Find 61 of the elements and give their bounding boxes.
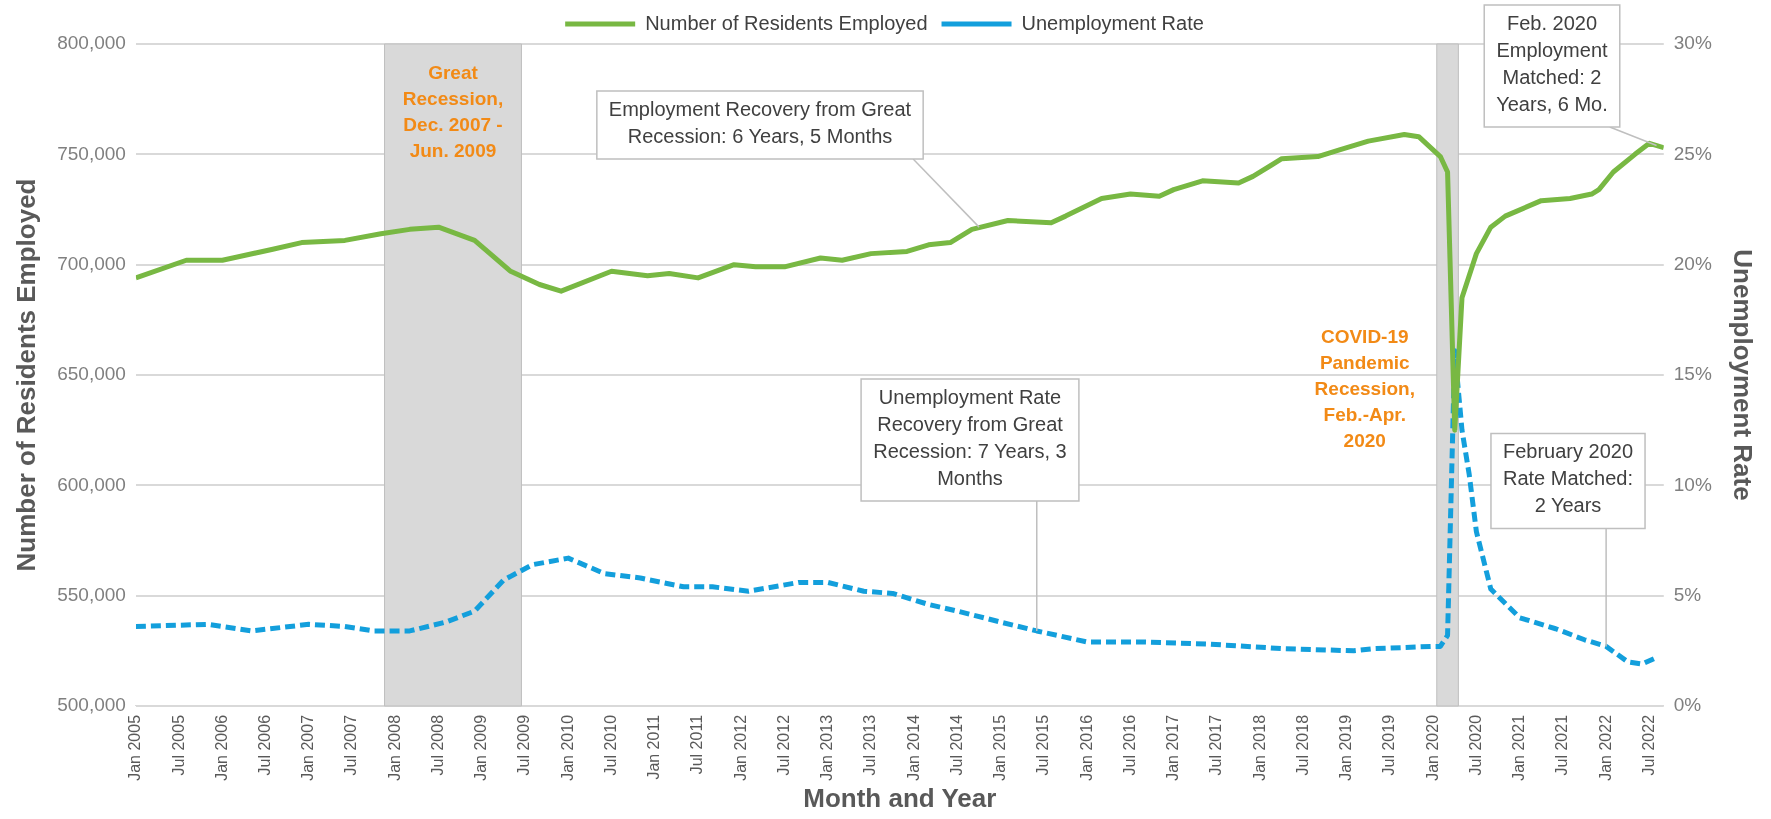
y2-tick-label: 15%: [1673, 363, 1712, 385]
x-tick-label: Jan 2022: [1596, 714, 1614, 781]
x-tick-label: Jan 2015: [991, 714, 1009, 781]
x-tick-label: Jan 2008: [385, 714, 403, 781]
x-tick-label: Jul 2006: [256, 714, 274, 776]
y2-tick-label: 0%: [1673, 694, 1702, 716]
x-tick-label: Jul 2007: [342, 714, 360, 776]
x-tick-label: Jul 2019: [1380, 714, 1398, 776]
x-tick-label: Jul 2011: [688, 714, 706, 775]
x-tick-label: Jul 2016: [1120, 714, 1138, 776]
y-tick-label: 700,000: [57, 252, 126, 274]
x-tick-label: Jan 2006: [212, 714, 230, 781]
x-tick-label: Jul 2009: [515, 714, 533, 776]
legend-label: Number of Residents Employed: [645, 11, 928, 34]
x-tick-label: Jan 2016: [1077, 714, 1095, 781]
x-tick-label: Jul 2012: [774, 714, 792, 776]
x-tick-label: Jan 2014: [904, 714, 922, 781]
y-tick-label: 550,000: [57, 583, 126, 605]
x-tick-label: Jul 2005: [169, 714, 187, 776]
x-tick-label: Jul 2018: [1293, 714, 1311, 776]
y-tick-label: 600,000: [57, 473, 126, 495]
y-tick-label: 800,000: [57, 32, 126, 54]
x-tick-label: Jul 2015: [1034, 714, 1052, 776]
y2-tick-label: 10%: [1673, 473, 1712, 495]
annotation: Feb. 2020 Employment Matched: 2 Years, 6 Mo.: [1496, 11, 1609, 115]
y2-tick-label: 30%: [1673, 32, 1712, 54]
x-tick-label: Jan 2013: [818, 714, 836, 781]
y-tick-label: 650,000: [57, 363, 126, 385]
band-label: Great Recession, Dec. 2007 - Jun. 2009: [402, 61, 504, 161]
x-tick-label: Jul 2008: [428, 714, 446, 776]
x-tick-label: Jan 2012: [731, 714, 749, 781]
y-tick-label: 750,000: [57, 142, 126, 164]
x-tick-label: Jan 2010: [558, 714, 576, 781]
x-tick-label: Jan 2020: [1423, 714, 1441, 781]
x-tick-label: Jan 2007: [299, 714, 317, 781]
x-tick-label: Jan 2018: [1250, 714, 1268, 781]
y2-tick-label: 5%: [1673, 583, 1702, 605]
x-tick-label: Jul 2022: [1639, 714, 1657, 776]
annotation: Unemployment Rate Recovery from Great Recession: 7 Years, 3 Months: [873, 385, 1067, 489]
annotation: February 2020 Rate Matched: 2 Years: [1502, 440, 1634, 517]
x-tick-label: Jan 2021: [1510, 714, 1528, 781]
x-tick-label: Jul 2017: [1207, 714, 1225, 776]
x-tick-label: Jan 2017: [1164, 714, 1182, 781]
y2-tick-label: 25%: [1673, 142, 1712, 164]
x-tick-label: Jul 2013: [861, 714, 879, 776]
y2-axis-title: Unemployment Rate: [1728, 249, 1759, 501]
y-axis-title: Number of Residents Employed: [10, 178, 41, 572]
y2-tick-label: 20%: [1673, 252, 1712, 274]
band-label: COVID-19 Pandemic Recession, Feb.-Apr. 2020: [1314, 326, 1415, 452]
x-tick-label: Jul 2021: [1553, 714, 1571, 776]
x-tick-label: Jan 2011: [645, 714, 663, 780]
x-tick-label: Jul 2020: [1466, 714, 1484, 776]
annotation: Employment Recovery from Great Recession: 6 Years, 5 Months: [608, 97, 912, 147]
y-tick-label: 500,000: [57, 694, 126, 716]
legend-label: Unemployment Rate: [1021, 11, 1204, 34]
x-tick-label: Jan 2019: [1337, 714, 1355, 781]
x-tick-label: Jul 2010: [601, 714, 619, 776]
x-tick-label: Jan 2009: [472, 714, 490, 781]
x-tick-label: Jan 2005: [126, 714, 144, 781]
x-axis-title: Month and Year: [803, 782, 997, 813]
x-tick-label: Jul 2014: [947, 714, 965, 776]
